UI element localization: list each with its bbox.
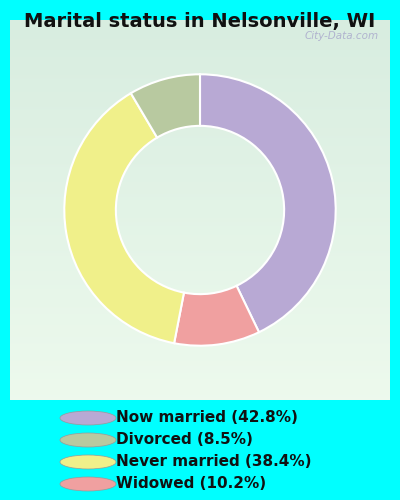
Circle shape [60, 433, 116, 447]
Wedge shape [174, 286, 259, 346]
Text: Never married (38.4%): Never married (38.4%) [116, 454, 312, 469]
Circle shape [60, 477, 116, 491]
Wedge shape [64, 93, 184, 343]
Wedge shape [131, 74, 200, 138]
Wedge shape [200, 74, 336, 332]
Text: Now married (42.8%): Now married (42.8%) [116, 410, 298, 426]
Text: City-Data.com: City-Data.com [304, 32, 378, 42]
Circle shape [60, 411, 116, 425]
Text: Divorced (8.5%): Divorced (8.5%) [116, 432, 253, 448]
Circle shape [60, 455, 116, 469]
Text: Marital status in Nelsonville, WI: Marital status in Nelsonville, WI [24, 12, 376, 32]
Text: Widowed (10.2%): Widowed (10.2%) [116, 476, 266, 492]
